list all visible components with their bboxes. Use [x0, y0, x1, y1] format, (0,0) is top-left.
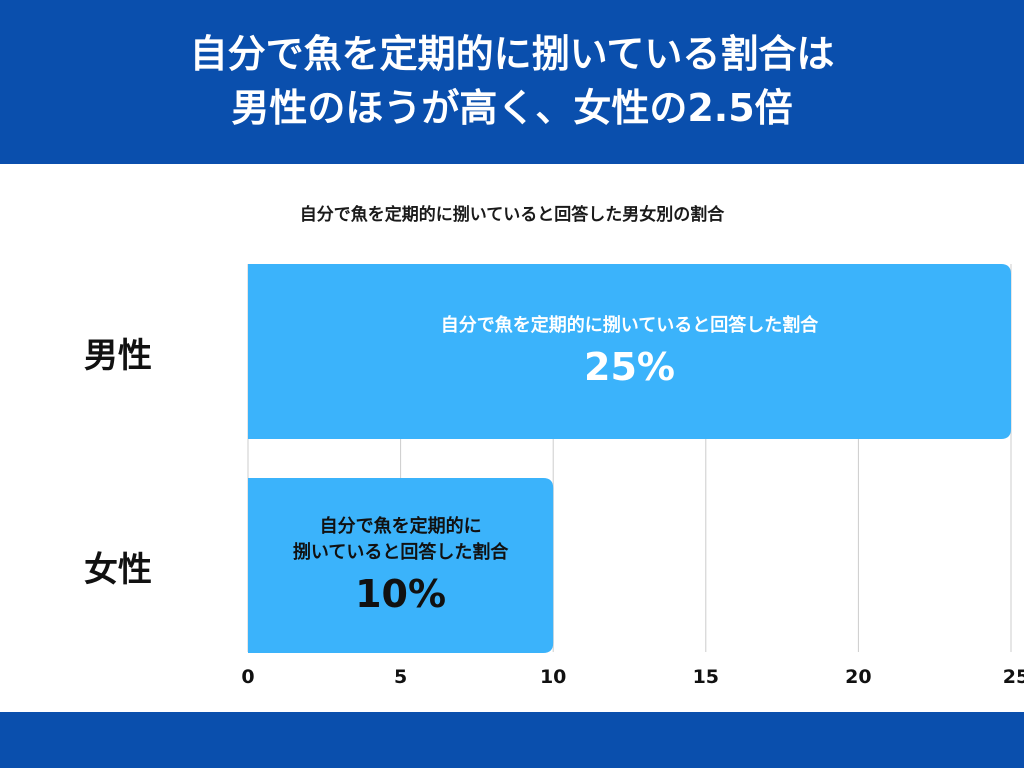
- bar-desc-1: 自分で魚を定期的に 捌いていると回答した割合: [292, 515, 509, 563]
- bar-value-0: 25%: [584, 344, 675, 389]
- x-tick-label-3: 15: [692, 666, 720, 688]
- x-tick-label-1: 5: [393, 666, 408, 688]
- x-tick-label-0: 0: [241, 666, 255, 688]
- x-tick-label-5: 25: [1002, 666, 1024, 688]
- x-tick-label-2: 10: [539, 666, 567, 688]
- footer-band: [0, 712, 1024, 768]
- bar-value-1: 10%: [355, 571, 447, 616]
- category-label-1: 女性: [84, 549, 152, 590]
- category-label-0: 男性: [84, 335, 152, 376]
- bar-female: [248, 478, 554, 653]
- bar-desc-0: 自分で魚を定期的に捌いていると回答した割合: [440, 314, 819, 336]
- bar-label-1: 自分で魚を定期的に 捌いていると回答した割合 10%: [248, 514, 553, 618]
- headline-line-1: 自分で魚を定期的に捌いている割合は: [189, 32, 835, 76]
- bar-label-0: 自分で魚を定期的に捌いていると回答した割合 25%: [248, 313, 1011, 391]
- x-tick-label-4: 20: [845, 666, 872, 688]
- headline-line-2: 男性のほうが高く、女性の2.5倍: [231, 86, 793, 130]
- header-band: 自分で魚を定期的に捌いている割合は 男性のほうが高く、女性の2.5倍: [0, 0, 1024, 164]
- chart-title: 自分で魚を定期的に捌いていると回答した男女別の割合: [299, 205, 725, 225]
- bar-male: [248, 264, 1011, 439]
